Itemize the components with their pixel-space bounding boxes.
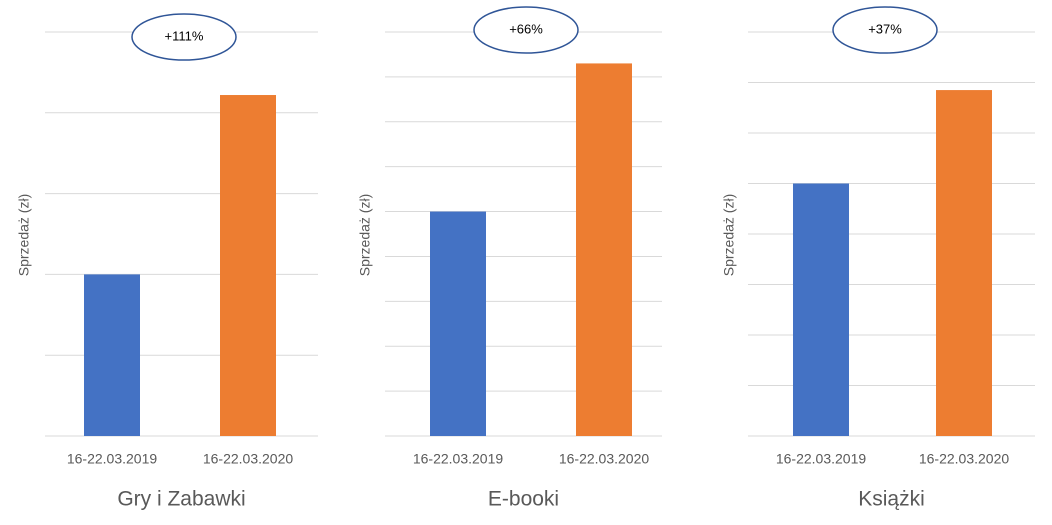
annotation-ellipse — [832, 6, 938, 54]
bar — [84, 274, 140, 436]
y-axis-label: Sprzedaż (zł) — [721, 194, 737, 276]
y-axis-label: Sprzedaż (zł) — [357, 194, 373, 276]
annotation: +111% — [165, 28, 204, 43]
bar — [936, 90, 992, 436]
y-axis-label: Sprzedaż (zł) — [16, 194, 32, 276]
x-tick-label: 16-22.03.2019 — [67, 451, 158, 467]
annotation-ellipse — [131, 13, 237, 61]
annotation-ellipse — [473, 6, 579, 54]
x-tick-label: 16-22.03.2019 — [413, 451, 504, 467]
annotation: +37% — [868, 21, 902, 36]
chart-title: Książki — [858, 488, 925, 511]
annotation: +66% — [509, 21, 543, 36]
bar — [430, 211, 486, 436]
bar — [793, 183, 849, 436]
chart-title: Gry i Zabawki — [117, 488, 245, 511]
x-tick-label: 16-22.03.2020 — [559, 451, 650, 467]
bar — [220, 95, 276, 437]
x-tick-label: 16-22.03.2020 — [919, 451, 1010, 467]
x-tick-label: 16-22.03.2020 — [203, 451, 294, 467]
x-tick-label: 16-22.03.2019 — [776, 451, 867, 467]
bar — [576, 63, 632, 437]
chart-title: E-booki — [488, 488, 559, 511]
